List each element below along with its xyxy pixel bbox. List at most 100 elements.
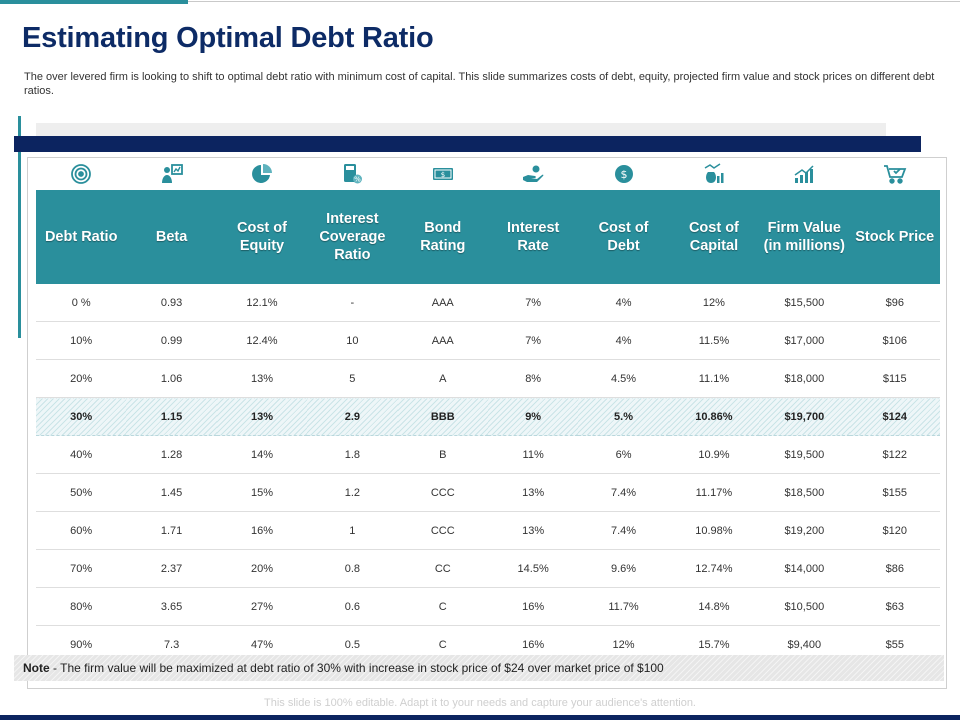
calculator-icon: % [344, 164, 363, 184]
table-cell: $15,500 [759, 284, 850, 322]
table-cell: 11.17% [668, 473, 760, 512]
table-cell: 8% [487, 359, 579, 398]
svg-text:%: % [355, 176, 362, 184]
table-row: 0 % 0.93 12.1% - AAA 7% 4% 12% $15,500 $96 [36, 284, 940, 322]
table-cell: 20% [216, 549, 308, 588]
table-cell: - [307, 284, 398, 322]
table-cell: $155 [849, 473, 940, 512]
hand-money-icon [523, 165, 544, 182]
table-cell: 16% [216, 511, 308, 550]
table-cell: 1.71 [126, 511, 217, 550]
header-stock-price: Stock Price [849, 190, 940, 284]
table-cell: 12.4% [216, 321, 308, 360]
table-cell: $19,500 [759, 435, 850, 474]
table-cell: $120 [849, 511, 940, 550]
table-cell: 4% [578, 284, 669, 322]
header-interest-coverage-ratio: Interest Coverage Ratio [307, 190, 398, 284]
table-cell: 70% [36, 549, 127, 588]
table-cell: 10.86% [668, 397, 760, 436]
header-cost-of-debt: Cost of Debt [578, 190, 669, 284]
table-cell: $17,000 [759, 321, 850, 360]
table-cell: 13% [487, 473, 579, 512]
table-cell: 1.2 [307, 473, 398, 512]
table-cell: 10.9% [668, 435, 760, 474]
table-cell: 10.98% [668, 511, 760, 550]
left-accent-bar [18, 116, 21, 338]
table-cell: 20% [36, 359, 127, 398]
table-cell: $18,500 [759, 473, 850, 512]
banknote-icon: $ [432, 168, 453, 180]
table-cell: 3.65 [126, 587, 217, 626]
table-cell: 27% [216, 587, 308, 626]
top-accent-bar [0, 0, 188, 4]
table-cell: 12.1% [216, 284, 308, 322]
table-cell: C [397, 587, 488, 626]
navy-header-band [14, 136, 921, 152]
table-cell: 11.7% [578, 587, 669, 626]
table-cell: A [397, 359, 488, 398]
table-row: 80% 3.65 27% 0.6 C 16% 11.7% 14.8% $10,500 $63 [36, 587, 940, 626]
table-cell: 9.6% [578, 549, 669, 588]
table-cell: 7% [487, 284, 579, 322]
table-row-highlighted: 30% 1.15 13% 2.9 BBB 9% 5.% 10.86% $19,700 $124 [36, 397, 940, 436]
table-cell: 7.4% [578, 511, 669, 550]
table-cell: 0 % [36, 284, 127, 322]
header-interest-rate: Interest Rate [487, 190, 579, 284]
table-cell: 1.28 [126, 435, 217, 474]
table-cell: $106 [849, 321, 940, 360]
table-row: 40% 1.28 14% 1.8 B 11% 6% 10.9% $19,500 $122 [36, 435, 940, 474]
table-cell: $19,200 [759, 511, 850, 550]
header-bond-rating: Bond Rating [397, 190, 488, 284]
table-cell: BBB [397, 397, 488, 436]
table-cell: $115 [849, 359, 940, 398]
table-cell: B [397, 435, 488, 474]
top-divider-line [188, 1, 960, 2]
presentation-person-icon [161, 164, 183, 183]
table-cell: 13% [216, 397, 308, 436]
table-cell: AAA [397, 321, 488, 360]
table-cell: $122 [849, 435, 940, 474]
note-text: - The firm value will be maximized at de… [49, 661, 664, 675]
table-row: 10% 0.99 12.4% 10 AAA 7% 4% 11.5% $17,000 $106 [36, 321, 940, 360]
table-cell: 14% [216, 435, 308, 474]
table-cell: 6% [578, 435, 669, 474]
table-row: 60% 1.71 16% 1 CCC 13% 7.4% 10.98% $19,200 $120 [36, 511, 940, 550]
table-cell: 4.5% [578, 359, 669, 398]
note-bar: Note - The firm value will be maximized … [14, 655, 944, 681]
table-cell: 13% [216, 359, 308, 398]
table-cell: 30% [36, 397, 127, 436]
table-cell: 1.45 [126, 473, 217, 512]
table-body: 0 % 0.93 12.1% - AAA 7% 4% 12% $15,500 $96 10% 0.99… [36, 284, 940, 664]
svg-text:$: $ [441, 171, 445, 179]
table-cell: $124 [849, 397, 940, 436]
page-subtitle: The over levered firm is looking to shif… [24, 71, 935, 97]
note-label: Note [23, 661, 50, 675]
table-cell: 9% [487, 397, 579, 436]
debt-ratio-table: Debt Ratio Beta Cost of Equity Interest … [36, 190, 940, 664]
pie-chart-icon [252, 164, 272, 183]
header-cost-of-equity: Cost of Equity [216, 190, 308, 284]
table-cell: 1.15 [126, 397, 217, 436]
table-cell: 2.9 [307, 397, 398, 436]
table-cell: 1 [307, 511, 398, 550]
table-cell: 11% [487, 435, 579, 474]
svg-text:$: $ [620, 168, 627, 181]
grey-header-band [36, 123, 886, 137]
growth-chart-icon [794, 165, 814, 183]
table-cell: 0.8 [307, 549, 398, 588]
table-cell: 4% [578, 321, 669, 360]
target-icon [71, 164, 92, 184]
table-header-row: Debt Ratio Beta Cost of Equity Interest … [36, 190, 940, 284]
table-cell: 7.4% [578, 473, 669, 512]
table-cell: 15% [216, 473, 308, 512]
table-cell: 14.5% [487, 549, 579, 588]
table-cell: AAA [397, 284, 488, 322]
shopping-cart-icon [883, 165, 907, 184]
table-row: 20% 1.06 13% 5 A 8% 4.5% 11.1% $18,000 $115 [36, 359, 940, 398]
table-cell: CC [397, 549, 488, 588]
table-cell: 11.5% [668, 321, 760, 360]
table-cell: 5.% [578, 397, 669, 436]
table-cell: $19,700 [759, 397, 850, 436]
header-debt-ratio: Debt Ratio [36, 190, 127, 284]
bottom-bar [0, 715, 960, 720]
